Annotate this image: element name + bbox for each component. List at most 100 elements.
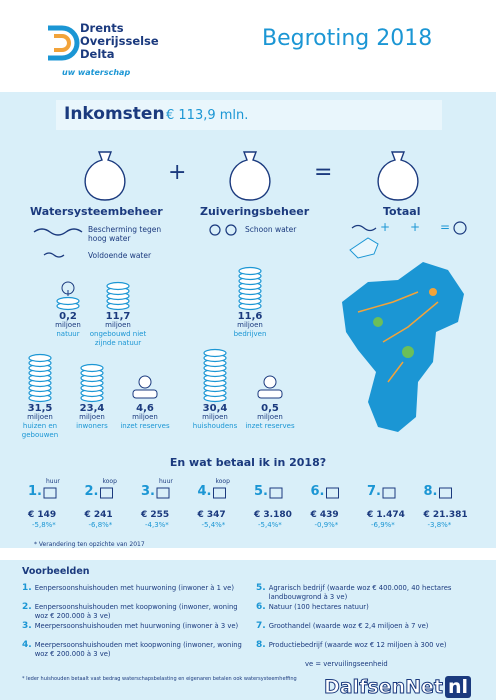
example-number: 4. xyxy=(22,640,32,650)
item-text: Voldoende water xyxy=(88,251,152,260)
figure-label: huizen en gebouwen xyxy=(21,422,59,439)
amount: € 21.381 xyxy=(423,510,468,520)
amount: € 1.474 xyxy=(367,510,405,520)
income-label: Inkomsten xyxy=(64,104,165,124)
figure-value: 30,4 xyxy=(202,403,228,414)
example: 2. Eenpersoonshuishouden met koopwoning (… xyxy=(22,603,247,621)
figure: 0,5 miljoen inzet reserves xyxy=(240,404,300,431)
logo-mark xyxy=(48,25,80,61)
payment-item: 6. € 439 -0,9%* xyxy=(311,484,367,532)
watermark-suffix: nl xyxy=(444,676,472,698)
figure-unit: miljoen xyxy=(132,413,158,421)
bag-value: 71,4 xyxy=(95,172,115,181)
column-title: Watersysteembeheer xyxy=(30,205,163,218)
example-number: 3. xyxy=(22,621,32,631)
logo-line: Drents xyxy=(80,21,124,35)
logo-shape xyxy=(54,34,71,52)
bag-unit: miljoen xyxy=(233,181,267,190)
total-symbol: = xyxy=(440,220,451,234)
watermark: DalfsenNet nl xyxy=(324,676,472,699)
example-number: 2. xyxy=(22,602,32,612)
logo-line: Overijsselse xyxy=(80,34,159,48)
figure: 0,2 miljoen natuur xyxy=(38,312,98,339)
example-number: 6. xyxy=(256,602,266,612)
examples-section xyxy=(0,560,496,700)
figure-label: inzet reserves xyxy=(245,422,295,430)
total-symbol: + xyxy=(410,220,421,234)
map-region xyxy=(342,262,464,432)
map-inset xyxy=(349,237,379,259)
figure-unit: miljoen xyxy=(257,413,283,421)
example-text: Productiebedrijf (waarde woz € 12 miljoe… xyxy=(268,641,447,649)
item-text: Schoon water xyxy=(245,225,297,234)
change: -4,3%* xyxy=(145,521,169,529)
bag-value: 113,9 xyxy=(385,172,411,181)
example-text: Groothandel (waarde woz € 2,4 miljoen à … xyxy=(268,622,429,630)
bag-unit: miljoen xyxy=(381,181,415,190)
example: 5. Agrarisch bedrijf (waarde woz € 400.00… xyxy=(256,584,481,602)
map-feature xyxy=(402,346,414,358)
example-number: 8. xyxy=(256,640,266,650)
operator: = xyxy=(314,160,333,185)
figure: 31,5 miljoen huizen en gebouwen xyxy=(10,404,70,440)
example-number: 7. xyxy=(256,621,266,631)
example-number: 2. xyxy=(84,484,99,499)
logo-line: Delta xyxy=(80,47,115,61)
change: -6,8%* xyxy=(88,521,113,529)
example-text: Meerpersoonshuishouden met koopwoning (i… xyxy=(34,641,242,658)
example-text: Eenpersoonshuishouden met koopwoning (in… xyxy=(34,603,238,620)
figure-unit: miljoen xyxy=(55,321,81,329)
figure-unit: miljoen xyxy=(27,413,53,421)
examples-footnote: * Ieder huishouden betaalt vast bedrag w… xyxy=(22,676,297,682)
figure: 11,6 miljoen bedrijven xyxy=(220,312,280,339)
figure-value: 23,4 xyxy=(79,403,105,414)
examples-title: Voorbeelden xyxy=(22,566,90,577)
example: 4. Meerpersoonshuishouden met koopwoning … xyxy=(22,641,247,659)
figure-label: ongebouwd niet zijnde natuur xyxy=(89,330,147,347)
example-number: 5. xyxy=(256,583,266,593)
payment-item: 8. € 21.381 -3,8%* xyxy=(424,484,480,532)
figure-value: 4,6 xyxy=(136,403,154,414)
bag-label: 71,4 miljoen xyxy=(75,172,135,190)
figure: 30,4 miljoen huishoudens xyxy=(185,404,245,431)
ve-legend: ve = vervuilingseenheid xyxy=(305,660,388,668)
map-feature xyxy=(373,317,383,327)
change: -3,8%* xyxy=(427,521,452,529)
example-number: 6. xyxy=(310,484,325,499)
example-number: 5. xyxy=(254,484,268,499)
figure-label: inzet reserves xyxy=(120,422,170,430)
column-title: Totaal xyxy=(383,205,421,218)
income-total: € 113,9 mln. xyxy=(166,108,249,123)
example-text: Eenpersoonshuishouden met huurwoning (in… xyxy=(34,584,234,592)
logo-tagline: uw waterschap xyxy=(62,68,131,77)
bag-value: 42,5 xyxy=(240,172,260,181)
payment-item: 5. € 3.180 -5,4%* xyxy=(254,484,310,532)
column-title: Zuiveringsbeheer xyxy=(200,205,310,218)
payment-item: 1. huur € 149 -5,8%* xyxy=(28,478,84,532)
logo-shape xyxy=(48,25,80,61)
payment-footnote: * Verandering ten opzichte van 2017 xyxy=(34,541,145,548)
example: 3. Meerpersoonshuishouden met huurwoning … xyxy=(22,622,247,631)
change: -5,4%* xyxy=(258,521,282,529)
bag-label: 113,9 miljoen xyxy=(368,172,428,190)
figure-label: natuur xyxy=(56,330,80,338)
payment-item: 4. koop € 347 -5,4%* xyxy=(197,478,254,532)
change: -6,9%* xyxy=(371,521,395,529)
income-strip xyxy=(56,100,442,130)
example-text: Agrarisch bedrijf (waarde woz € 400.000,… xyxy=(268,584,452,601)
example-number: 4. xyxy=(197,484,212,499)
bag-label: 42,5 miljoen xyxy=(220,172,280,190)
total-symbol: + xyxy=(380,220,391,234)
item-text: Bescherming tegen hoog water xyxy=(88,225,162,243)
housing-type: koop xyxy=(102,478,117,485)
amount: € 3.180 xyxy=(254,510,292,520)
figure-label: bedrijven xyxy=(233,330,267,338)
payment-item: 3. huur € 255 -4,3%* xyxy=(141,478,197,532)
page-title: Begroting 2018 xyxy=(262,26,433,51)
bag-unit: miljoen xyxy=(88,181,122,190)
change: -5,8%* xyxy=(32,521,56,529)
map-feature xyxy=(429,288,437,296)
housing-type: huur xyxy=(159,478,173,485)
payment-item: 7. € 1.474 -6,9%* xyxy=(367,484,423,532)
